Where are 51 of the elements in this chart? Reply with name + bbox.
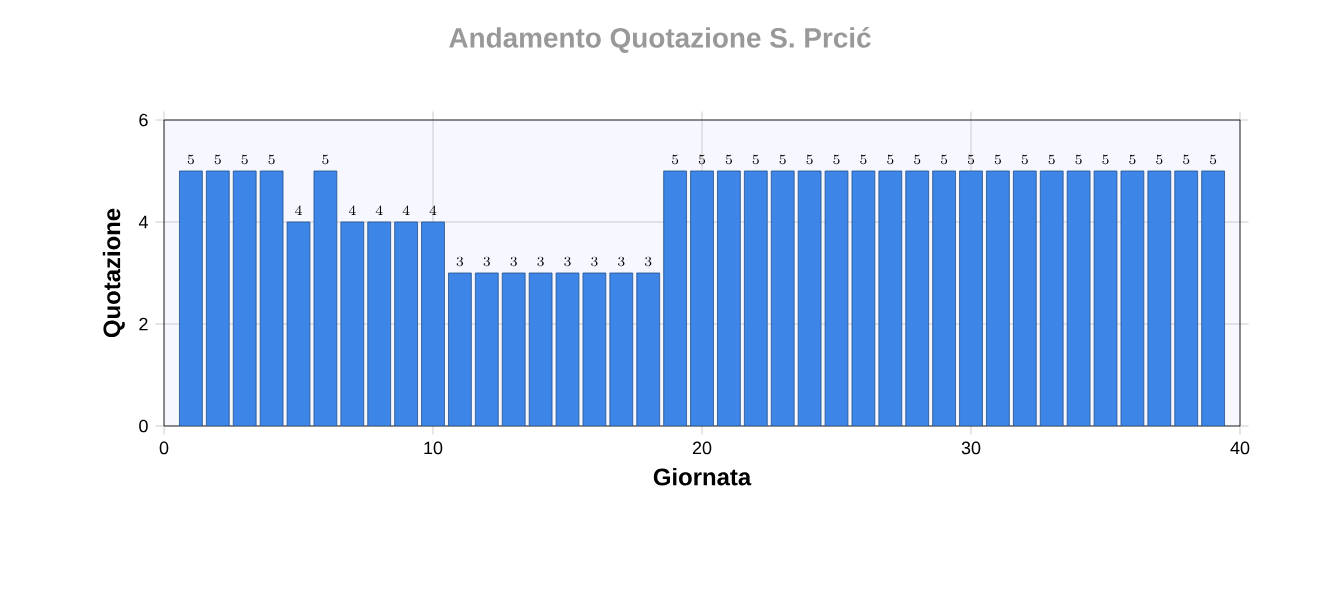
y-tick-label: 6 bbox=[139, 113, 148, 127]
bar bbox=[1066, 170, 1091, 426]
bar bbox=[448, 272, 472, 426]
bar bbox=[932, 170, 956, 426]
x-tick-label: 10 bbox=[424, 441, 443, 455]
bar bbox=[663, 170, 687, 426]
bar bbox=[878, 170, 903, 426]
y-tick-label: 4 bbox=[138, 215, 148, 229]
bar bbox=[259, 170, 284, 426]
bar bbox=[340, 221, 365, 426]
bar bbox=[636, 272, 661, 426]
bar bbox=[313, 170, 338, 426]
bar bbox=[1040, 171, 1064, 426]
bar bbox=[205, 170, 230, 426]
bar bbox=[474, 272, 499, 426]
bar bbox=[394, 221, 418, 426]
bar bbox=[582, 272, 607, 426]
bar bbox=[905, 170, 930, 426]
bar bbox=[1147, 170, 1172, 426]
bar bbox=[770, 170, 795, 426]
bar bbox=[528, 272, 553, 426]
bar bbox=[1012, 170, 1037, 426]
bar bbox=[555, 272, 580, 426]
chart-title: Andamento Quotazione S. Prcić bbox=[449, 27, 871, 53]
bar bbox=[717, 170, 741, 426]
bar bbox=[743, 170, 768, 426]
y-tick-label: 2 bbox=[139, 317, 148, 331]
bar bbox=[690, 170, 714, 426]
bar bbox=[232, 170, 257, 426]
bar bbox=[501, 272, 526, 426]
bar bbox=[1174, 170, 1199, 426]
bar bbox=[986, 170, 1010, 426]
bar bbox=[824, 170, 849, 426]
bar bbox=[1120, 170, 1145, 426]
y-tick-label: 0 bbox=[139, 419, 148, 433]
x-tick-label: 30 bbox=[961, 441, 981, 455]
bar bbox=[851, 170, 876, 426]
bar bbox=[1093, 170, 1118, 426]
bar bbox=[421, 221, 445, 426]
bar bbox=[797, 170, 822, 426]
bar bbox=[179, 170, 203, 426]
y-axis-title: Quotazione bbox=[102, 208, 125, 338]
bar bbox=[1201, 170, 1225, 426]
bar bbox=[286, 221, 311, 426]
x-tick-label: 20 bbox=[692, 441, 712, 455]
x-tick-label: 0 bbox=[159, 441, 169, 455]
bar bbox=[367, 221, 392, 426]
bar bbox=[959, 170, 983, 426]
x-tick-label: 40 bbox=[1230, 441, 1250, 455]
x-axis-title: Giornata bbox=[653, 467, 752, 486]
bar bbox=[609, 272, 634, 426]
